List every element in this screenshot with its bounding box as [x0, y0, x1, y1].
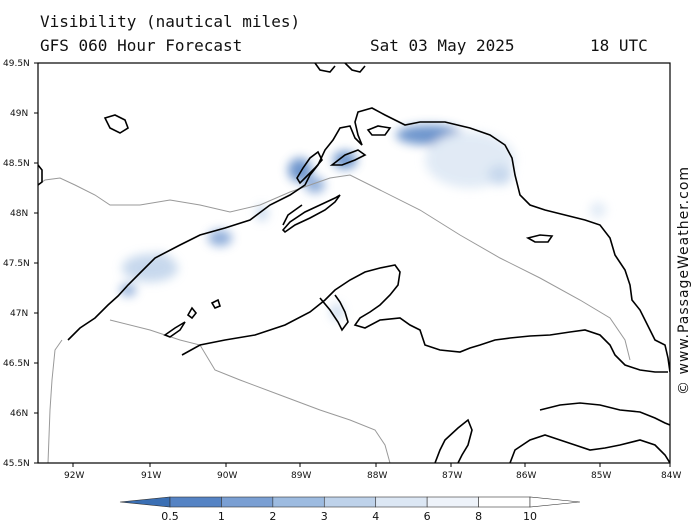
lat-label: 46N — [10, 409, 28, 419]
lake-nipigon — [103, 114, 129, 134]
low-vis-area — [331, 304, 343, 320]
colorbar-segment — [426, 496, 479, 508]
lake-michigan-north — [509, 434, 670, 463]
colorbar-segment — [323, 496, 377, 508]
shore-islands — [163, 321, 186, 338]
colorbar-label: 10 — [523, 510, 537, 523]
colorbar-segment — [169, 496, 222, 508]
northern-lakes — [344, 63, 366, 73]
colorbar-low-arrow — [119, 496, 171, 508]
beaver-island — [553, 485, 562, 490]
colorbar-segment — [375, 496, 428, 508]
colorbar-label: 2 — [269, 510, 276, 523]
shore-islands — [210, 298, 221, 309]
lake-superior-shore — [181, 264, 668, 373]
low-vis-area — [122, 254, 178, 282]
lat-label: 49.5N — [3, 59, 30, 69]
colorbar-segment — [478, 496, 531, 508]
map-title: Visibility (nautical miles) — [40, 12, 301, 31]
colorbar-label: 4 — [372, 510, 379, 523]
lon-label: 85W — [591, 471, 611, 481]
forecast-time: 18 UTC — [590, 36, 648, 55]
lat-label: 48.5N — [3, 159, 30, 169]
state-borders — [38, 174, 631, 463]
shore-islands — [186, 306, 198, 320]
lon-label: 87W — [442, 471, 462, 481]
credit-watermark: © www.PassageWeather.com — [676, 165, 692, 395]
colorbar-segment — [221, 496, 274, 508]
coastlines — [38, 63, 670, 490]
lake-superior-shore — [67, 107, 670, 373]
axis-ticks — [34, 62, 671, 467]
longitude-labels: 92W 91W 90W 89W 88W 87W 86W 85W 84W — [64, 471, 681, 481]
low-vis-area — [590, 202, 606, 218]
lat-label: 47N — [10, 309, 28, 319]
lat-label: 45.5N — [3, 459, 30, 469]
lat-label: 46.5N — [3, 359, 30, 369]
lake-superior-shore — [38, 164, 43, 186]
forecast-date: Sat 03 May 2025 — [370, 36, 515, 55]
nipigon-inlet — [296, 150, 323, 185]
colorbar-label: 3 — [321, 510, 328, 523]
isle-royale — [281, 194, 341, 234]
lon-label: 89W — [291, 471, 311, 481]
north-shore-lake — [329, 149, 367, 166]
border-line — [47, 339, 63, 463]
isle-royale — [282, 204, 303, 226]
lat-label: 47.5N — [3, 259, 30, 269]
colorbar-label: 0.5 — [161, 510, 179, 523]
colorbar-label: 6 — [424, 510, 431, 523]
forecast-subtitle: GFS 060 Hour Forecast — [40, 36, 243, 55]
lake-michigan-north — [434, 418, 473, 463]
colorbar-label: 8 — [475, 510, 482, 523]
low-vis-area — [120, 284, 136, 296]
lat-label: 48N — [10, 209, 28, 219]
lon-label: 86W — [516, 471, 536, 481]
colorbar-label: 1 — [218, 510, 225, 523]
colorbar-high-arrow — [529, 496, 581, 508]
lon-label: 90W — [217, 471, 237, 481]
visibility-shading — [120, 125, 606, 320]
lon-label: 92W — [64, 471, 84, 481]
low-vis-area — [488, 165, 512, 185]
keweenaw-peninsula — [319, 294, 349, 332]
colorbar-labels: 0.5 1 2 3 4 6 8 10 — [161, 510, 537, 523]
lake-huron-north — [539, 402, 670, 426]
lat-label: 49N — [10, 109, 28, 119]
colorbar — [119, 496, 581, 508]
border-line — [38, 174, 631, 361]
lon-label: 91W — [141, 471, 161, 481]
lon-label: 84W — [661, 471, 681, 481]
border-line — [109, 319, 391, 463]
colorbar-segment — [272, 496, 325, 508]
northern-lakes — [314, 63, 336, 73]
lon-label: 88W — [367, 471, 387, 481]
latitude-labels: 49.5N 49N 48.5N 48N 47.5N 47N 46.5N 46N … — [3, 59, 30, 469]
low-vis-area — [208, 230, 232, 246]
michipicoten-island — [525, 234, 554, 243]
north-shore-lake — [366, 125, 392, 136]
